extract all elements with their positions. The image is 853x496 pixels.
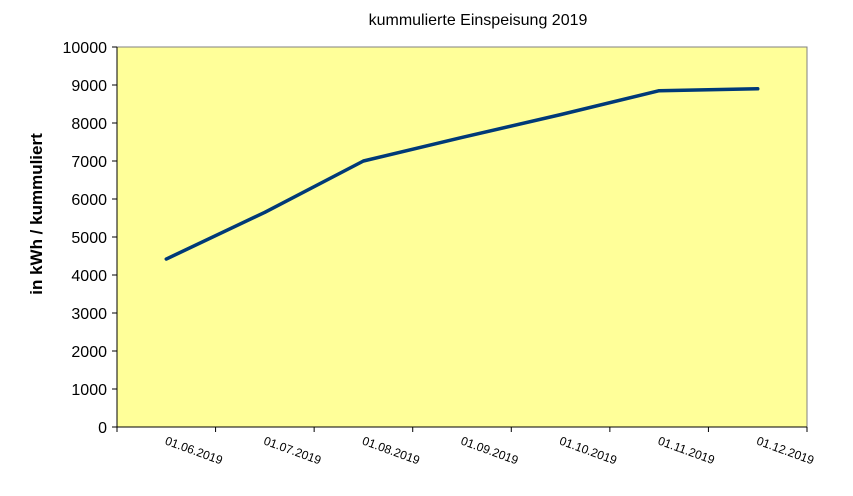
y-tick-label: 4000 [71,268,107,285]
data-point [657,89,661,93]
data-point [361,159,365,163]
series-group [164,87,760,261]
data-point [559,113,563,117]
x-tick-label: 01.12.2019 [755,434,817,468]
data-point [756,87,760,91]
data-point [460,135,464,139]
y-tick-label: 10000 [63,40,108,57]
data-point [263,210,267,214]
x-tick-label: 01.06.2019 [163,434,225,468]
x-tick-label: 01.07.2019 [262,434,324,468]
y-tick-label: 0 [98,420,107,437]
y-tick-label: 8000 [71,116,107,133]
x-tick-label: 01.11.2019 [656,434,717,468]
plot-area [116,46,808,428]
x-tick-label: 01.09.2019 [459,434,521,468]
x-tick-label: 01.10.2019 [558,434,620,468]
y-tick-label: 5000 [71,230,107,247]
data-point [164,257,168,261]
y-tick-label: 3000 [71,306,107,323]
y-tick-label: 9000 [71,78,107,95]
x-tick-label: 01.08.2019 [360,434,422,468]
chart-title: kummulierte Einspeisung 2019 [369,12,588,29]
y-tick-label: 7000 [71,154,107,171]
y-tick-label: 1000 [71,382,107,399]
y-axis: 0 1000 2000 3000 4000 5000 6000 7000 8000 9000 100… [63,40,118,437]
y-tick-label: 2000 [71,344,107,361]
y-tick-label: 6000 [71,192,107,209]
y-axis-label: in kWh / kummuliert [27,133,46,295]
x-axis: 01.06.2019 01.07.2019 01.08.2019 01.09.2019… [116,426,817,468]
